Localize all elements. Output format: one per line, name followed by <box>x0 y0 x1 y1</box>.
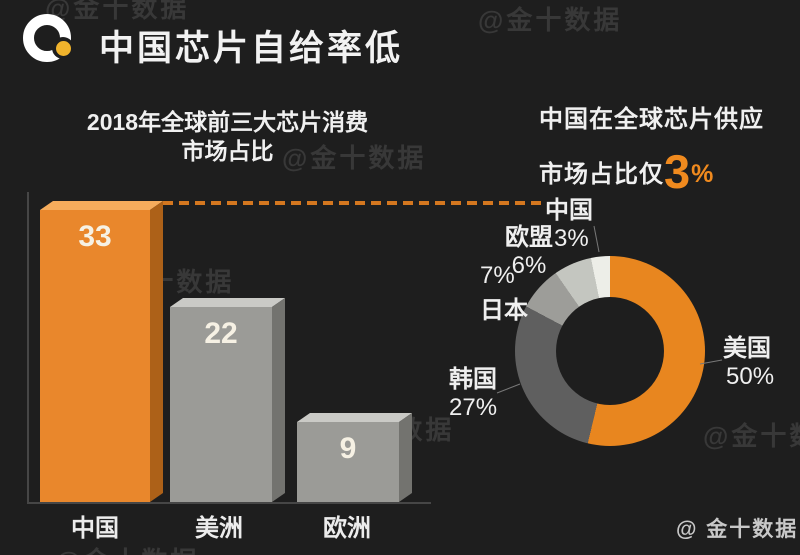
bar-chart-title-line2: 市场占比 <box>181 138 274 164</box>
bar-china-front-face <box>40 210 150 502</box>
slice-china-name: 中国 <box>545 197 593 224</box>
slice-label-eu: 欧盟 6% <box>505 217 553 280</box>
donut-chart-title-line1: 中国在全球芯片供应 <box>539 106 764 133</box>
bar-china-side-face <box>150 201 163 502</box>
donut-hole <box>556 297 664 405</box>
bar-europe-top-face <box>297 413 412 422</box>
bar-chart-title-line1: 2018年全球前三大芯片消费 <box>86 109 369 135</box>
slice-label-us: 美国 50% <box>723 328 774 391</box>
source-credit: @ 金十数据 <box>676 518 799 541</box>
logo-dot-icon <box>56 41 71 56</box>
bar-europe: 9 <box>297 413 412 502</box>
slice-us-name: 美国 <box>723 335 771 362</box>
bar-americas-front-face <box>170 307 272 502</box>
page-title: 中国芯片自给率低 <box>99 29 404 68</box>
watermark: @金十数据 <box>282 143 427 173</box>
slice-korea-pct: 27% <box>449 394 498 421</box>
bar-europe-value: 9 <box>339 432 357 465</box>
bar-chart-title: 2018年全球前三大芯片消费 市场占比 <box>30 108 425 166</box>
bar-americas-top-face <box>170 298 285 307</box>
donut-title-highlight-unit: % <box>691 160 715 188</box>
slice-label-korea: 韩国 27% <box>449 359 497 422</box>
slice-label-china: 中国 3% <box>545 190 593 253</box>
dashed-callout-line <box>163 201 541 205</box>
watermark: @金十数据 <box>55 541 199 555</box>
donut-chart-title-line2: 市场占比仅3% <box>539 144 714 199</box>
bar-china: 33 <box>40 201 163 502</box>
bar-americas-side-face <box>272 298 285 502</box>
slice-china-pct: 3% <box>554 225 589 252</box>
bar-europe-front-face <box>297 422 399 502</box>
bar-china-value: 33 <box>78 220 112 253</box>
slice-eu-pct: 6% <box>511 252 547 279</box>
bar-label-americas: 美洲 <box>195 515 243 542</box>
donut-title-highlight-value: 3 <box>664 145 692 198</box>
x-axis-line <box>27 502 431 504</box>
slice-japan-pct: 7% <box>480 262 515 289</box>
watermark: @金十数据 <box>478 5 623 35</box>
slice-eu-name: 欧盟 <box>505 224 553 251</box>
bar-label-europe: 欧洲 <box>323 515 371 542</box>
jinshi-logo-icon <box>23 14 74 64</box>
leader-line-china <box>593 225 600 253</box>
bar-americas-value: 22 <box>204 317 238 350</box>
donut-title-prefix: 市场占比仅 <box>539 161 664 188</box>
bar-label-china: 中国 <box>71 515 119 542</box>
slice-label-japan: 7% 日本 <box>480 262 528 325</box>
bar-china-top-face <box>40 201 163 210</box>
y-axis-line <box>27 192 29 504</box>
slice-us-pct: 50% <box>726 363 775 390</box>
watermark: @金十数据 <box>45 0 190 23</box>
bar-americas: 22 <box>170 298 285 502</box>
leader-line-us <box>699 359 723 365</box>
slice-korea-name: 韩国 <box>449 366 497 393</box>
leader-line-korea <box>496 383 521 394</box>
slice-japan-name: 日本 <box>480 297 528 324</box>
bar-europe-side-face <box>399 413 412 502</box>
watermark: @金十数据 <box>703 421 800 451</box>
